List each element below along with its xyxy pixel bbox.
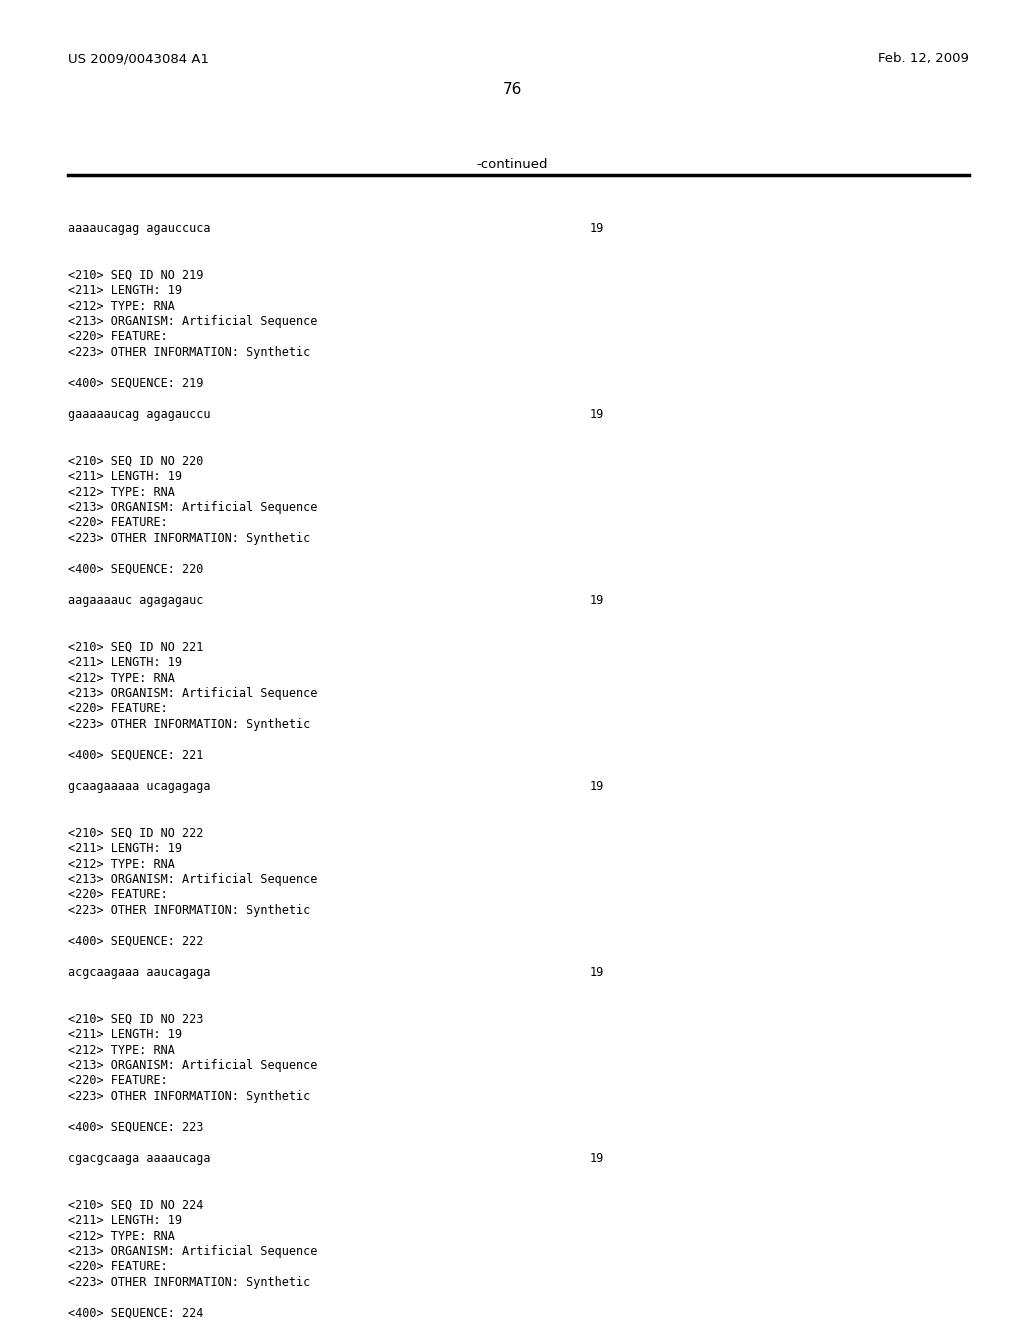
Text: <213> ORGANISM: Artificial Sequence: <213> ORGANISM: Artificial Sequence	[68, 1059, 317, 1072]
Text: <210> SEQ ID NO 224: <210> SEQ ID NO 224	[68, 1199, 204, 1212]
Text: <213> ORGANISM: Artificial Sequence: <213> ORGANISM: Artificial Sequence	[68, 686, 317, 700]
Text: <400> SEQUENCE: 219: <400> SEQUENCE: 219	[68, 378, 204, 389]
Text: <213> ORGANISM: Artificial Sequence: <213> ORGANISM: Artificial Sequence	[68, 502, 317, 513]
Text: <211> LENGTH: 19: <211> LENGTH: 19	[68, 842, 182, 855]
Text: <212> TYPE: RNA: <212> TYPE: RNA	[68, 300, 175, 313]
Text: aaaaucagag agauccuca: aaaaucagag agauccuca	[68, 222, 211, 235]
Text: <212> TYPE: RNA: <212> TYPE: RNA	[68, 858, 175, 870]
Text: <223> OTHER INFORMATION: Synthetic: <223> OTHER INFORMATION: Synthetic	[68, 1090, 310, 1104]
Text: <211> LENGTH: 19: <211> LENGTH: 19	[68, 470, 182, 483]
Text: 19: 19	[590, 222, 604, 235]
Text: <220> FEATURE:: <220> FEATURE:	[68, 516, 168, 529]
Text: <400> SEQUENCE: 220: <400> SEQUENCE: 220	[68, 564, 204, 576]
Text: <223> OTHER INFORMATION: Synthetic: <223> OTHER INFORMATION: Synthetic	[68, 532, 310, 545]
Text: <210> SEQ ID NO 219: <210> SEQ ID NO 219	[68, 268, 204, 281]
Text: <220> FEATURE:: <220> FEATURE:	[68, 330, 168, 343]
Text: <400> SEQUENCE: 223: <400> SEQUENCE: 223	[68, 1121, 204, 1134]
Text: <210> SEQ ID NO 223: <210> SEQ ID NO 223	[68, 1012, 204, 1026]
Text: <223> OTHER INFORMATION: Synthetic: <223> OTHER INFORMATION: Synthetic	[68, 346, 310, 359]
Text: <220> FEATURE:: <220> FEATURE:	[68, 1074, 168, 1088]
Text: 19: 19	[590, 594, 604, 607]
Text: <212> TYPE: RNA: <212> TYPE: RNA	[68, 1044, 175, 1056]
Text: <223> OTHER INFORMATION: Synthetic: <223> OTHER INFORMATION: Synthetic	[68, 904, 310, 917]
Text: 19: 19	[590, 408, 604, 421]
Text: 19: 19	[590, 1152, 604, 1166]
Text: <211> LENGTH: 19: <211> LENGTH: 19	[68, 284, 182, 297]
Text: <220> FEATURE:: <220> FEATURE:	[68, 1261, 168, 1274]
Text: 19: 19	[590, 780, 604, 793]
Text: cgacgcaaga aaaaucaga: cgacgcaaga aaaaucaga	[68, 1152, 211, 1166]
Text: gaaaaaucag agagauccu: gaaaaaucag agagauccu	[68, 408, 211, 421]
Text: Feb. 12, 2009: Feb. 12, 2009	[879, 51, 969, 65]
Text: -continued: -continued	[476, 158, 548, 172]
Text: <220> FEATURE:: <220> FEATURE:	[68, 888, 168, 902]
Text: <210> SEQ ID NO 222: <210> SEQ ID NO 222	[68, 826, 204, 840]
Text: 76: 76	[503, 82, 521, 96]
Text: <400> SEQUENCE: 224: <400> SEQUENCE: 224	[68, 1307, 204, 1320]
Text: <400> SEQUENCE: 222: <400> SEQUENCE: 222	[68, 935, 204, 948]
Text: <223> OTHER INFORMATION: Synthetic: <223> OTHER INFORMATION: Synthetic	[68, 718, 310, 731]
Text: acgcaagaaa aaucagaga: acgcaagaaa aaucagaga	[68, 966, 211, 979]
Text: <213> ORGANISM: Artificial Sequence: <213> ORGANISM: Artificial Sequence	[68, 1245, 317, 1258]
Text: <213> ORGANISM: Artificial Sequence: <213> ORGANISM: Artificial Sequence	[68, 873, 317, 886]
Text: aagaaaauc agagagauc: aagaaaauc agagagauc	[68, 594, 204, 607]
Text: <400> SEQUENCE: 221: <400> SEQUENCE: 221	[68, 748, 204, 762]
Text: <210> SEQ ID NO 221: <210> SEQ ID NO 221	[68, 640, 204, 653]
Text: <220> FEATURE:: <220> FEATURE:	[68, 702, 168, 715]
Text: <211> LENGTH: 19: <211> LENGTH: 19	[68, 1214, 182, 1228]
Text: <212> TYPE: RNA: <212> TYPE: RNA	[68, 672, 175, 685]
Text: 19: 19	[590, 966, 604, 979]
Text: <223> OTHER INFORMATION: Synthetic: <223> OTHER INFORMATION: Synthetic	[68, 1276, 310, 1290]
Text: <211> LENGTH: 19: <211> LENGTH: 19	[68, 1028, 182, 1041]
Text: <213> ORGANISM: Artificial Sequence: <213> ORGANISM: Artificial Sequence	[68, 315, 317, 327]
Text: US 2009/0043084 A1: US 2009/0043084 A1	[68, 51, 209, 65]
Text: <212> TYPE: RNA: <212> TYPE: RNA	[68, 486, 175, 499]
Text: <210> SEQ ID NO 220: <210> SEQ ID NO 220	[68, 454, 204, 467]
Text: <212> TYPE: RNA: <212> TYPE: RNA	[68, 1229, 175, 1242]
Text: <211> LENGTH: 19: <211> LENGTH: 19	[68, 656, 182, 669]
Text: gcaagaaaaa ucagagaga: gcaagaaaaa ucagagaga	[68, 780, 211, 793]
